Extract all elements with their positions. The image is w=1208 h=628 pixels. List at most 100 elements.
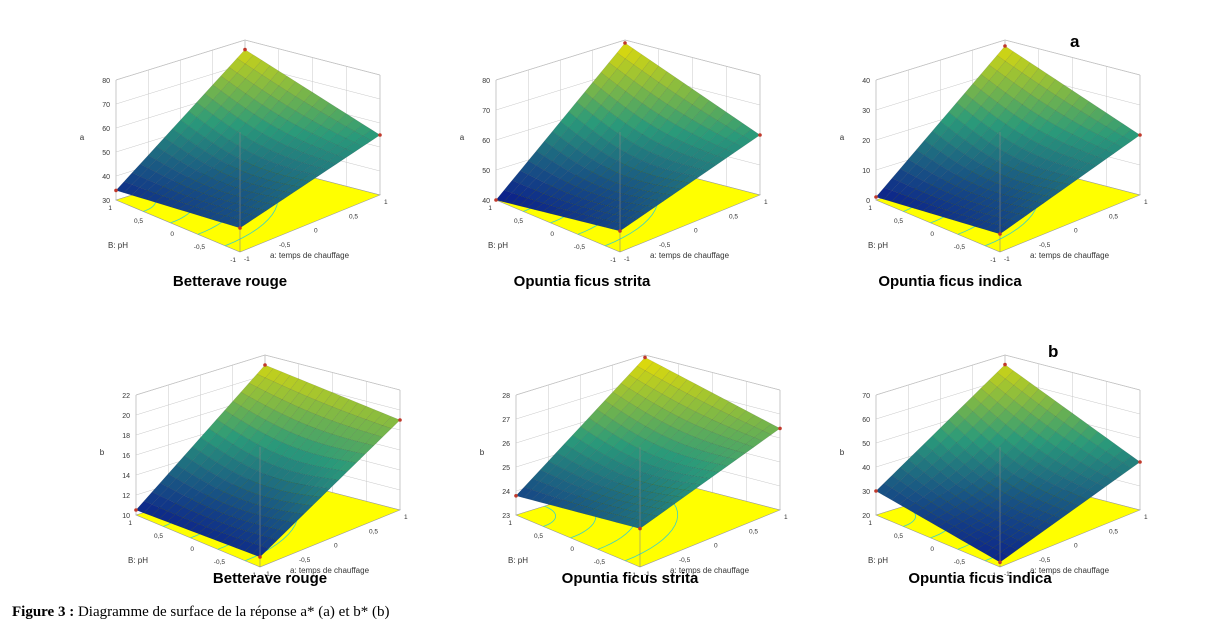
z-tick-label: 50 [102,150,110,157]
surface-plot: 40 50 60 70 80 a 1 -1 0,5 -0,5 0 0 -0,5 0,5 -1 1 B: pH a:… [460,39,768,264]
surface-cell [292,179,311,188]
z-tick-label: 60 [102,126,110,133]
z-tick-label: 25 [502,465,510,472]
y-tick-label: 0,5 [154,533,163,540]
surface-cell [231,219,250,229]
surface-cell [284,185,302,194]
x-tick-label: -0,5 [279,242,291,249]
y-tick-label: 0,5 [894,218,903,225]
y-tick-label: 0 [930,546,934,553]
chart-panel-a-indica: 0 10 20 30 40 a 1 -1 0,5 -0,5 0 0 -0,5 0,5 -1 1 B: pH a: … [800,20,1180,300]
z-tick-label: 40 [482,198,490,205]
y-tick-label: -0,5 [954,244,966,251]
z-tick-label: 70 [482,108,490,115]
grid-line [115,39,381,81]
surface-cell [753,430,772,442]
x-tick-label: 1 [764,199,768,206]
y-tick-label: -1 [990,257,996,264]
y-tick-label: -1 [630,572,636,579]
chart-panel-a-strita: 40 50 60 70 80 a 1 -1 0,5 -0,5 0 0 -0,5 0,5 -1 1 B: pH a:… [420,20,800,300]
x-tick-label: 0 [314,228,318,235]
surface-cell [681,175,700,184]
z-tick-label: 24 [502,489,510,496]
surface-cell [353,135,372,147]
y-tick-label: -0,5 [194,244,206,251]
z-tick-label: 14 [122,473,130,480]
design-point-marker [378,133,382,137]
y-tick-label: 0,5 [134,218,143,225]
z-tick-label: 50 [482,168,490,175]
z-tick-label: 60 [862,417,870,424]
design-point-marker [638,526,642,531]
x-tick-label: 1 [784,514,788,521]
grid-line [875,354,1141,396]
surface-cell [1018,533,1036,544]
x-tick-label: 1 [384,199,388,206]
y-tick-label: 1 [128,520,132,527]
x-tick-label: 1 [1144,199,1148,206]
z-axis-label: a [840,133,845,142]
caption-b-strita: Opuntia ficus strita [561,570,699,587]
surface-cell [640,514,658,523]
y-tick-label: 1 [868,520,872,527]
surface-cell [1061,502,1080,513]
y-tick-label: 0 [170,231,174,238]
surface-cell [657,502,676,510]
x-tick-label: -0,5 [1039,242,1051,249]
z-tick-label: 80 [102,78,110,85]
x-axis-label: a: temps de chauffage [1030,566,1110,575]
surface-cell [1113,136,1132,148]
y-axis-label: B: pH [128,556,148,565]
x-axis-label: a: temps de chauffage [670,566,750,575]
chart-panel-b-strita: 23 24 25 26 27 28 b 1 -1 0,5 -0,5 0 0 -0,5 0,5 -1 1 B: pH… [440,335,820,615]
surface-mesh [135,364,401,558]
surface-cell [260,537,278,549]
y-tick-label: 0 [930,231,934,238]
design-point-marker [243,47,247,52]
x-tick-label: 0,5 [1109,528,1118,535]
design-point-marker [114,188,118,193]
x-axis-label: a: temps de chauffage [650,251,730,260]
surface-plot: 30 40 50 60 70 80 a 1 -1 0,5 -0,5 0 0 -0,5 0,5 -1 1 B: pH… [80,39,388,264]
z-tick-label: 28 [502,393,510,400]
surface-mesh [875,364,1141,563]
z-tick-label: 30 [862,108,870,115]
design-point-marker [258,555,262,559]
z-tick-label: 10 [862,168,870,175]
z-tick-label: 23 [502,513,510,520]
caption-a-betterave: Betterave rouge [172,273,288,290]
design-point-marker [514,494,518,498]
x-tick-label: 1 [404,514,408,521]
surface-cell [1035,521,1053,532]
z-tick-label: 60 [482,138,490,145]
surface-cell [675,489,693,498]
surface-cell [1044,515,1062,525]
y-tick-label: 0,5 [514,218,523,225]
surface-cell [286,512,305,523]
z-axis-label: a [460,133,465,142]
design-point-marker [618,229,622,233]
y-tick-label: 1 [868,205,872,212]
x-tick-label: 0 [334,543,338,550]
z-axis-label: a [80,133,85,142]
caption-a-indica: Opuntia ficus indica [878,273,1022,290]
surface-cell [611,223,630,232]
contour-line [543,505,557,527]
x-tick-label: -0,5 [659,242,671,249]
design-point-marker [778,426,782,431]
x-tick-label: 0 [694,228,698,235]
surface-cell [1087,482,1106,494]
x-tick-label: 0,5 [349,213,358,220]
caption-b-indica: Opuntia ficus indica [908,570,1052,587]
y-axis-label: B: pH [488,241,508,250]
z-tick-label: 40 [862,465,870,472]
x-tick-label: -1 [1004,256,1010,263]
design-point-marker [398,418,402,422]
z-tick-label: 70 [102,102,110,109]
surface-cell [327,154,346,165]
figure-caption: Figure 3 : Diagramme de surface de la ré… [12,604,389,621]
y-tick-label: 0,5 [894,533,903,540]
y-tick-label: 0 [550,231,554,238]
y-tick-label: -1 [230,257,236,264]
surface-cell [727,450,746,460]
